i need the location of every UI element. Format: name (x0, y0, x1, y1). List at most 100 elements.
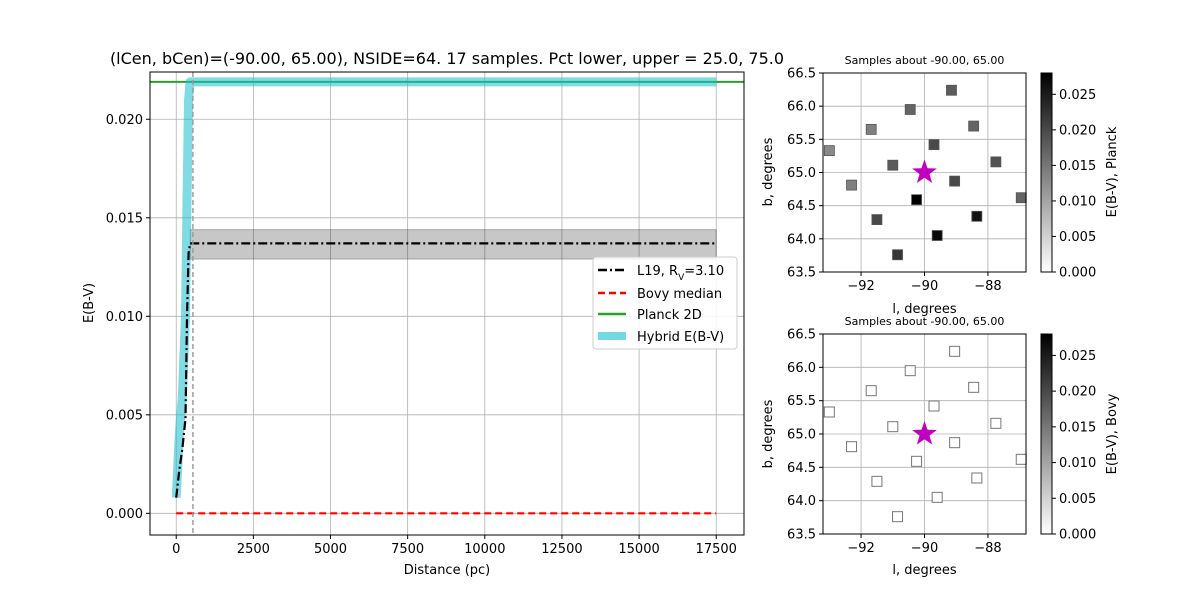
planck-sample-point (968, 120, 980, 132)
planck-samples-points (823, 84, 1027, 261)
bovy-sample-point (887, 421, 899, 433)
planck-x-tick-label: −92 (847, 279, 874, 294)
planck-sample-point (928, 139, 940, 151)
main-x-label: Distance (pc) (404, 563, 491, 578)
main-x-tick-label: 0 (172, 542, 180, 557)
bovy-sample-point (892, 511, 904, 523)
main-x-tick-label: 7500 (391, 542, 424, 557)
planck-y-tick-label: 64.5 (787, 199, 816, 214)
bovy-sample-point (968, 381, 980, 393)
bovy-sample-point (904, 365, 916, 377)
planck-samples-chart: Samples about -90.00, 65.00 −92 −90 −88 63.… (761, 54, 1120, 317)
bovy-samples-title: Samples about -90.00, 65.00 (845, 315, 1005, 328)
planck-y-tick-label: 65.0 (787, 166, 816, 181)
planck-y-tick-label: 63.5 (787, 266, 816, 281)
main-x-tick-label: 10000 (464, 542, 505, 557)
main-y-tick-label: 0.000 (106, 507, 143, 522)
bovy-samples-y-label: b, degrees (761, 399, 776, 468)
main-y-tick-label: 0.005 (106, 408, 143, 423)
bovy-x-tick-label: −90 (911, 541, 938, 556)
bovy-y-tick-label: 66.0 (787, 361, 816, 376)
legend-label-bovy: Bovy median (637, 287, 722, 302)
legend-label-l19: L19, RV=3.10 (637, 264, 724, 283)
bovy-sample-point (949, 345, 961, 357)
planck-colorbar-tick-label: 0.010 (1059, 194, 1096, 209)
planck-x-tick-label: −88 (974, 279, 1001, 294)
planck-samples-x-label: l, degrees (892, 302, 956, 317)
planck-sample-point (865, 123, 877, 135)
bovy-colorbar-tick-label: 0.005 (1059, 492, 1096, 507)
main-x-tick-label: 2500 (237, 542, 270, 557)
bovy-samples-points (823, 345, 1027, 523)
planck-y-tick-label: 66.5 (787, 67, 816, 82)
planck-sample-point (931, 230, 943, 241)
bovy-samples-ticks: −92 −90 −88 63.5 64.0 64.5 65.0 65.5 66.0 66.5 (787, 328, 1002, 557)
bovy-samples-x-label: l, degrees (892, 563, 956, 578)
planck-sample-point (871, 214, 883, 225)
planck-colorbar (1040, 72, 1053, 273)
planck-colorbar-tick-label: 0.020 (1059, 123, 1096, 138)
main-y-tick-label: 0.020 (106, 113, 143, 128)
main-x-tick-label: 15000 (618, 542, 659, 557)
planck-colorbar-tick-label: 0.015 (1059, 159, 1096, 174)
planck-sample-point (823, 145, 835, 157)
bovy-sample-point (865, 385, 877, 397)
main-x-ticks: 0 2500 5000 7500 10000 12500 15000 17500 (172, 535, 737, 557)
legend-label-hybrid: Hybrid E(B-V) (637, 330, 724, 345)
planck-sample-point (887, 159, 899, 171)
planck-sample-point (946, 84, 957, 96)
planck-samples-y-label: b, degrees (761, 137, 776, 206)
bovy-y-tick-label: 63.5 (787, 528, 816, 543)
planck-sample-point (949, 175, 961, 187)
main-title: (lCen, bCen)=(-90.00, 65.00), NSIDE=64. … (110, 49, 784, 68)
bovy-y-tick-label: 65.5 (787, 394, 816, 409)
main-y-tick-label: 0.015 (106, 211, 143, 226)
main-grid (150, 72, 744, 535)
main-axes-frame (149, 71, 745, 536)
bovy-samples-chart: Samples about -90.00, 65.00 −92 −90 −88 63.… (761, 315, 1120, 578)
main-chart: (lCen, bCen)=(-90.00, 65.00), NSIDE=64. … (82, 49, 784, 578)
main-y-label: E(B-V) (82, 283, 97, 323)
bovy-sample-point (846, 441, 858, 453)
planck-x-tick-label: −90 (911, 279, 938, 294)
hybrid-ebv-line (171, 77, 717, 498)
planck-sample-point (1015, 192, 1027, 204)
bovy-sample-point (911, 455, 923, 467)
planck-y-tick-label: 65.5 (787, 133, 816, 148)
bovy-sample-point (949, 437, 961, 449)
bovy-colorbar-tick-label: 0.020 (1059, 385, 1096, 400)
bovy-x-tick-label: −92 (847, 541, 874, 556)
planck-colorbar-tick-label: 0.005 (1059, 230, 1096, 245)
legend-label-planck: Planck 2D (637, 308, 702, 323)
bovy-center-star (912, 421, 937, 445)
bovy-sample-point (971, 472, 983, 484)
bovy-colorbar-ticks: 0.000 0.005 0.010 0.015 0.020 0.025 (1052, 349, 1096, 543)
planck-sample-point (904, 104, 916, 115)
bovy-colorbar-tick-label: 0.015 (1059, 420, 1096, 435)
planck-colorbar-ticks: 0.000 0.005 0.010 0.015 0.020 0.025 (1052, 88, 1096, 281)
planck-samples-title: Samples about -90.00, 65.00 (845, 54, 1005, 67)
main-legend: L19, RV=3.10 Bovy median Planck 2D Hybri… (592, 256, 738, 350)
bovy-sample-point (928, 400, 940, 412)
planck-colorbar-label: E(B-V), Planck (1105, 126, 1120, 217)
planck-sample-point (892, 249, 903, 261)
bovy-sample-point (871, 475, 883, 487)
planck-samples-ticks: −92 −90 −88 63.5 64.0 64.5 65.0 65.5 66.0 66.5 (787, 67, 1002, 295)
bovy-y-tick-label: 64.5 (787, 461, 816, 476)
legend-frame (592, 256, 738, 350)
main-x-tick-label: 17500 (696, 542, 737, 557)
l19-line (175, 242, 717, 498)
planck-y-tick-label: 66.0 (787, 100, 816, 115)
planck-center-star (912, 159, 937, 184)
bovy-sample-point (1015, 453, 1027, 465)
bovy-sample-point (990, 417, 1002, 429)
bovy-colorbar-tick-label: 0.000 (1059, 528, 1096, 543)
planck-sample-point (990, 156, 1002, 168)
bovy-colorbar (1040, 333, 1053, 535)
bovy-colorbar-tick-label: 0.025 (1059, 349, 1096, 364)
bovy-y-tick-label: 66.5 (787, 328, 816, 343)
bovy-colorbar-label: E(B-V), Bovy (1105, 393, 1120, 474)
planck-sample-point (911, 194, 922, 206)
planck-colorbar-tick-label: 0.025 (1059, 88, 1096, 103)
